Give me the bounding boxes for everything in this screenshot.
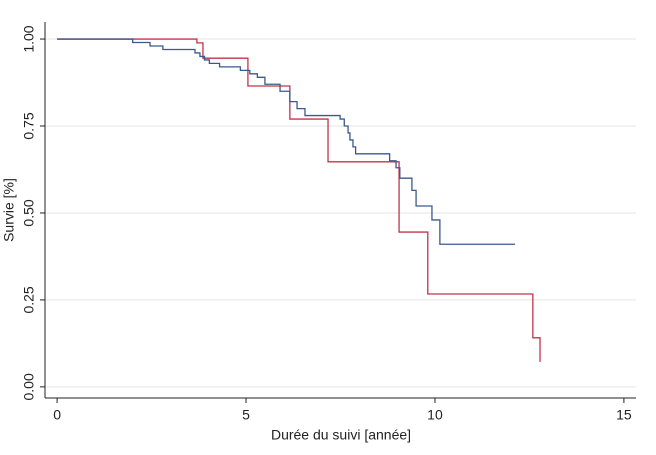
y-tick-label: 0.00 [21, 373, 37, 400]
y-tick-label: 1.00 [21, 25, 37, 52]
x-tick-label: 5 [242, 407, 250, 423]
x-tick-label: 15 [616, 407, 632, 423]
survival-curve [57, 38, 516, 245]
survival-curve [57, 38, 541, 362]
y-tick-label: 0.25 [21, 286, 37, 313]
y-tick-label: 0.50 [21, 199, 37, 226]
x-tick-label: 0 [53, 407, 61, 423]
x-axis-label: Durée du suivi [année] [271, 427, 411, 443]
y-axis-label: Survie [%] [1, 178, 17, 242]
x-tick-label: 10 [427, 407, 443, 423]
y-tick-label: 0.75 [21, 112, 37, 139]
